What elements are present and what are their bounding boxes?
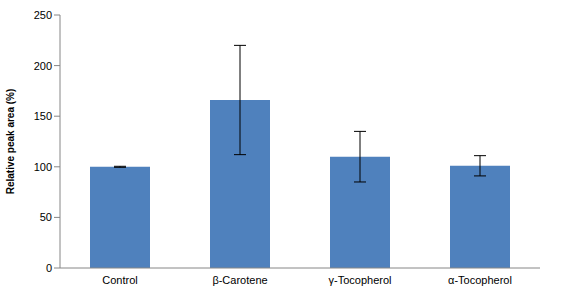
svg-text:α-Tocopherol: α-Tocopherol — [448, 274, 512, 286]
svg-text:50: 50 — [40, 211, 52, 223]
svg-text:0: 0 — [46, 262, 52, 274]
svg-text:250: 250 — [34, 9, 52, 21]
svg-text:150: 150 — [34, 110, 52, 122]
svg-text:β-Carotene: β-Carotene — [212, 274, 267, 286]
svg-text:200: 200 — [34, 60, 52, 72]
svg-text:γ-Tocopherol: γ-Tocopherol — [329, 274, 392, 286]
svg-text:100: 100 — [34, 161, 52, 173]
svg-text:Control: Control — [102, 274, 137, 286]
svg-text:Relative peak area (%): Relative peak area (%) — [8, 89, 16, 195]
